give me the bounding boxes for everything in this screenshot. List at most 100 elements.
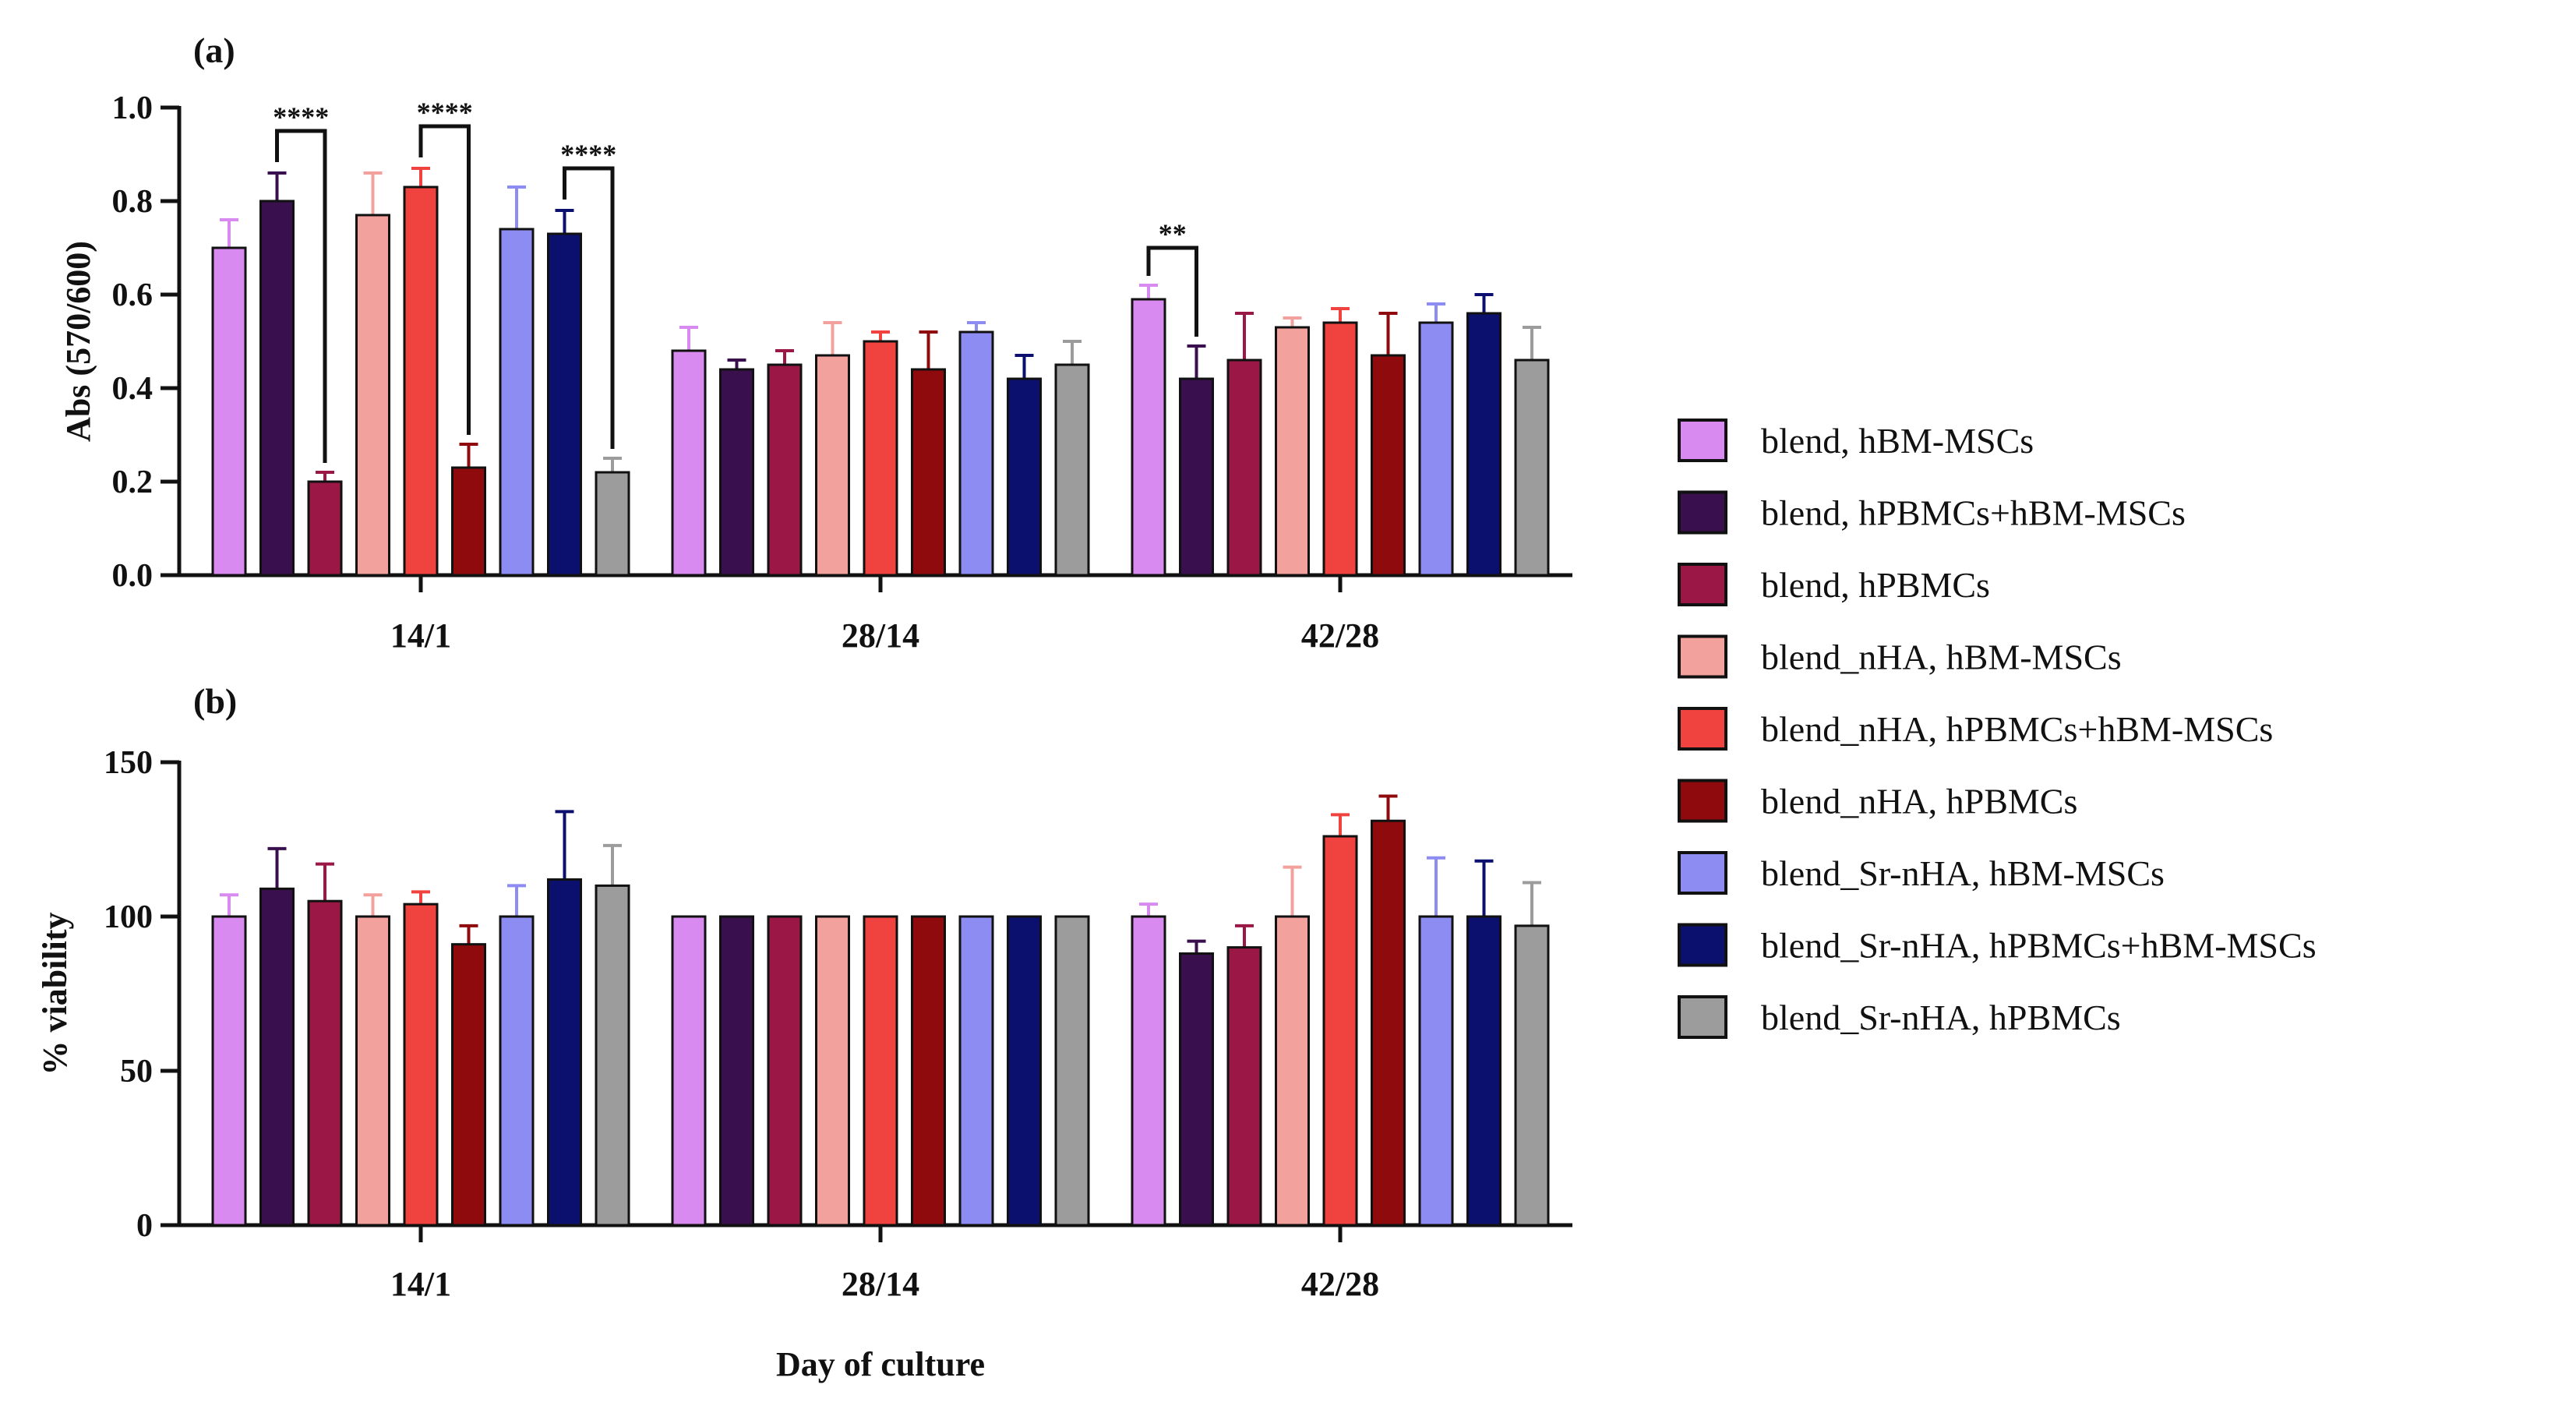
x-tick-label-a: 28/14 [842,616,919,655]
legend-swatch [1678,563,1727,606]
legend-swatch [1678,634,1727,679]
legend-label: blend_nHA, hPBMCs [1761,782,2077,821]
bar-a [911,368,946,577]
significance-label-a: ** [1159,218,1187,249]
bar-a [1131,298,1166,577]
bar-a [1007,377,1042,577]
bar-b [1371,819,1406,1227]
bar-a [719,368,754,577]
bar-b [958,915,994,1227]
bar-a [1322,321,1358,577]
bar-a [671,349,707,577]
significance-bracket-a [563,166,615,449]
bar-b [211,915,247,1227]
y-tick-label-b: 0 [136,1208,153,1244]
bar-a [1466,312,1501,577]
significance-bracket-a [418,124,471,435]
bar-a [1054,363,1090,577]
bar-a [958,330,994,577]
legend-swatch [1678,995,1727,1039]
bar-a [595,471,630,577]
bar-b [719,915,754,1227]
x-tick-label-b: 14/1 [390,1265,451,1303]
bar-a [451,466,486,577]
bar-a [547,232,582,577]
bar-b [595,884,630,1227]
legend-swatch [1678,419,1727,462]
y-tick-label-a: 0.2 [112,464,154,500]
bar-a [1275,326,1310,577]
x-axis-title-b: Day of culture [776,1345,985,1383]
y-tick-label-b: 100 [104,899,153,935]
y-axis-title-a: Abs (570/600) [59,241,97,442]
x-tick-label-a: 14/1 [390,616,451,655]
panel-a: (a) Abs (570/600) 0.0 0.2 0.4 0.6 0.8 1.0 14/1 28… [59,30,1572,655]
y-tick-label-b: 150 [104,745,153,781]
y-tick-label-a: 0.8 [112,184,154,220]
legend-label: blend, hBM-MSCs [1761,421,2034,461]
legend-label: blend, hPBMCs [1761,565,1990,605]
bar-b [499,915,535,1227]
bar-b [259,887,295,1227]
bar-b [1418,915,1454,1227]
bar-b [1322,835,1358,1227]
bar-b [1466,915,1501,1227]
bar-a [403,185,439,577]
bar-b [767,915,803,1227]
bar-a [863,340,898,577]
legend-label: blend_Sr-nHA, hBM-MSCs [1761,853,2165,893]
panel-label-a: (a) [193,30,235,70]
bar-a [1371,354,1406,577]
bar-a [1226,359,1262,577]
legend-label: blend_Sr-nHA, hPBMCs+hBM-MSCs [1761,926,2317,966]
y-tick-label-a: 0.0 [112,558,154,594]
bar-b [1275,915,1310,1227]
legend-label: blend, hPBMCs+hBM-MSCs [1761,493,2186,533]
bar-b [671,915,707,1227]
bar-b [355,915,390,1227]
bar-b [547,878,582,1227]
significance-label-a: **** [560,139,616,170]
legend-swatch [1678,851,1727,895]
bar-b [403,902,439,1227]
significance-label-a: **** [417,97,473,128]
significance-label-a: **** [273,101,329,132]
bar-b [1007,915,1042,1227]
legend: blend, hBM-MSCs blend, hPBMCs+hBM-MSCs ble… [1678,419,2317,1039]
bar-b [1179,952,1214,1227]
y-tick-label-a: 0.4 [112,371,154,407]
x-tick-label-a: 42/28 [1301,616,1379,655]
bar-b [863,915,898,1227]
x-tick-label-b: 42/28 [1301,1265,1379,1303]
y-tick-label-b: 50 [120,1054,153,1090]
bar-b [1131,915,1166,1227]
significance-bracket-a [275,129,327,463]
x-tick-label-b: 28/14 [842,1265,919,1303]
bar-a [1514,359,1550,577]
panel-label-b: (b) [193,681,237,721]
panel-b: (b) % viability 0 50 100 150 14/1 28/14 42/28 Day… [36,681,1572,1383]
legend-label: blend_nHA, hBM-MSCs [1761,638,2122,677]
legend-swatch [1678,490,1727,535]
bar-b [307,899,343,1227]
significance-bracket-a [1146,245,1198,337]
legend-label: blend_nHA, hPBMCs+hBM-MSCs [1761,709,2273,749]
bar-a [1179,377,1214,577]
y-axis-title-b: % viability [36,912,74,1075]
bar-a [767,363,803,577]
bar-a [355,214,390,577]
bar-b [1054,915,1090,1227]
bar-a [815,354,850,577]
legend-swatch [1678,923,1727,967]
bar-a [1418,321,1454,577]
bar-a [211,246,247,577]
bar-b [451,943,486,1227]
bar-b [1226,946,1262,1227]
bar-a [499,228,535,577]
bar-b [911,915,946,1227]
bar-a [259,200,295,577]
bar-b [1514,924,1550,1227]
legend-label: blend_Sr-nHA, hPBMCs [1761,998,2121,1037]
